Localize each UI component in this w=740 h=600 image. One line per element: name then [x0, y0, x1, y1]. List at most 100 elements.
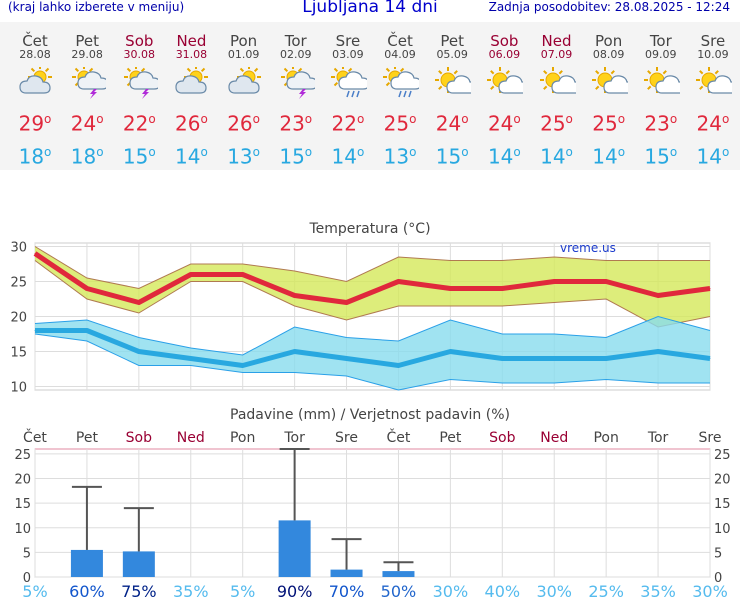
precip-probability: 35%	[640, 582, 676, 600]
partly-cloudy-icon	[16, 65, 54, 99]
day-date: 29.08	[71, 48, 103, 61]
precip-probability: 5%	[22, 582, 47, 600]
precipitation-chart: Padavine (mm) / Verjetnost padavin (%) Če…	[14, 407, 731, 600]
day-date: 07.09	[540, 48, 573, 61]
precip-bar	[70, 549, 103, 577]
day-date: 01.09	[227, 48, 260, 61]
y-tick-label: 25	[10, 276, 27, 291]
day-column: Pet 05.09 24o 15o	[426, 22, 478, 168]
day-name: Sob	[490, 32, 519, 50]
min-temp: 15o	[279, 144, 313, 169]
x-tick-label: Sob	[126, 430, 152, 446]
day-name: Ned	[176, 32, 207, 50]
precip-probability: 90%	[277, 582, 313, 600]
min-point	[449, 351, 451, 352]
max-temp: 25o	[592, 111, 626, 136]
max-temp: 29o	[18, 111, 52, 136]
partly-sunny-icon	[485, 67, 530, 99]
day-name: Čet	[22, 32, 48, 50]
day-column: Tor 09.09 23o 15o	[635, 22, 687, 168]
x-tick-label: Ned	[540, 430, 568, 446]
max-point	[294, 295, 296, 296]
max-band-upper	[34, 246, 710, 290]
max-temp: 26o	[227, 111, 260, 136]
day-column: Sre 03.09 22o 14o	[322, 22, 374, 168]
max-point	[346, 302, 348, 303]
day-name: Pet	[75, 32, 99, 50]
day-name: Pon	[229, 32, 258, 50]
y-tick-label-right: 10	[714, 522, 731, 537]
partly-sunny-icon	[590, 67, 635, 99]
day-name: Pet	[440, 32, 464, 50]
day-date: 04.09	[384, 48, 416, 61]
day-column: Pet 29.08 24o 18o	[61, 22, 113, 168]
min-point	[294, 351, 296, 352]
y-tick-label-left: 0	[23, 571, 31, 586]
y-tick-label: 15	[10, 346, 27, 361]
y-tick-label-right: 20	[714, 473, 731, 488]
thunderstorm-sun-icon	[277, 65, 318, 99]
min-point	[346, 358, 348, 359]
day-name: Pon	[595, 32, 623, 50]
y-tick-label-left: 10	[14, 522, 31, 537]
day-column: Sob 06.09 24o 14o	[478, 22, 530, 168]
precip-bar	[278, 520, 311, 577]
day-column: Pon 01.09 26o 13o	[218, 22, 270, 168]
day-date: 08.09	[592, 48, 625, 61]
max-point	[501, 288, 503, 289]
x-tick-label: Sre	[699, 430, 722, 446]
min-temp: 14o	[487, 144, 521, 169]
day-column: Čet 04.09 25o 13o	[374, 22, 426, 168]
day-date: 10.09	[697, 48, 729, 61]
max-point	[34, 253, 36, 254]
x-tick-label: Pet	[76, 430, 99, 446]
day-name: Sre	[335, 32, 361, 50]
precip-probability: 30%	[433, 582, 469, 600]
thunderstorm-sun-icon	[68, 65, 109, 99]
watermark: vreme.us	[560, 241, 616, 255]
max-point	[657, 295, 659, 296]
partly-sunny-icon	[433, 67, 478, 99]
y-tick-label-left: 5	[23, 546, 31, 561]
day-date: 31.08	[175, 48, 208, 61]
min-band-lower	[34, 333, 710, 391]
precip-probability: 70%	[329, 582, 365, 600]
min-point	[397, 365, 399, 366]
y-tick-label-left: 25	[14, 448, 31, 463]
x-tick-label: Ned	[177, 430, 205, 446]
max-temp: 24o	[487, 111, 521, 136]
last-updated: Zadnja posodobitev: 28.08.2025 - 12:24	[488, 0, 730, 14]
day-date: 03.09	[332, 48, 364, 61]
min-temp: 14o	[696, 144, 730, 169]
max-point	[449, 288, 451, 289]
min-range-band	[35, 316, 710, 390]
x-tick-label: Pet	[439, 430, 462, 446]
min-temp: 13o	[227, 144, 260, 169]
y-tick-label-right: 15	[714, 497, 731, 512]
max-temp-line	[33, 251, 711, 305]
partly-sunny-icon	[538, 67, 583, 99]
precip-probability: 75%	[121, 582, 157, 600]
y-tick-label: 10	[10, 381, 27, 396]
thunderstorm-sun-icon	[120, 65, 161, 99]
x-tick-label: Pon	[593, 430, 618, 446]
max-point	[190, 274, 192, 275]
menu-note[interactable]: (kraj lahko izberete v meniju)	[8, 0, 185, 14]
min-point	[553, 358, 555, 359]
max-point	[86, 288, 88, 289]
min-temp: 14o	[592, 144, 626, 169]
min-point	[86, 330, 88, 331]
forecast-strip: Čet 28.08 29o 18o Pet 29.08 24o 18o Sob 30.08 22o 1…	[0, 22, 740, 170]
max-temp: 24o	[435, 111, 469, 136]
max-temp: 26o	[175, 111, 208, 136]
y-tick-label-right: 5	[714, 546, 722, 561]
max-point	[242, 274, 244, 275]
min-temp: 15o	[122, 144, 156, 169]
max-band-lower	[34, 260, 711, 328]
temperature-chart: Temperatura (°C) 10 15 20 25 30 vreme.us	[10, 221, 711, 396]
x-tick-label: Sob	[489, 430, 515, 446]
partly-sunny-icon	[642, 67, 687, 99]
precip-probability: 35%	[173, 582, 209, 600]
precip-probability: 60%	[69, 582, 105, 600]
day-column: Pon 08.09 25o 14o	[583, 22, 635, 168]
